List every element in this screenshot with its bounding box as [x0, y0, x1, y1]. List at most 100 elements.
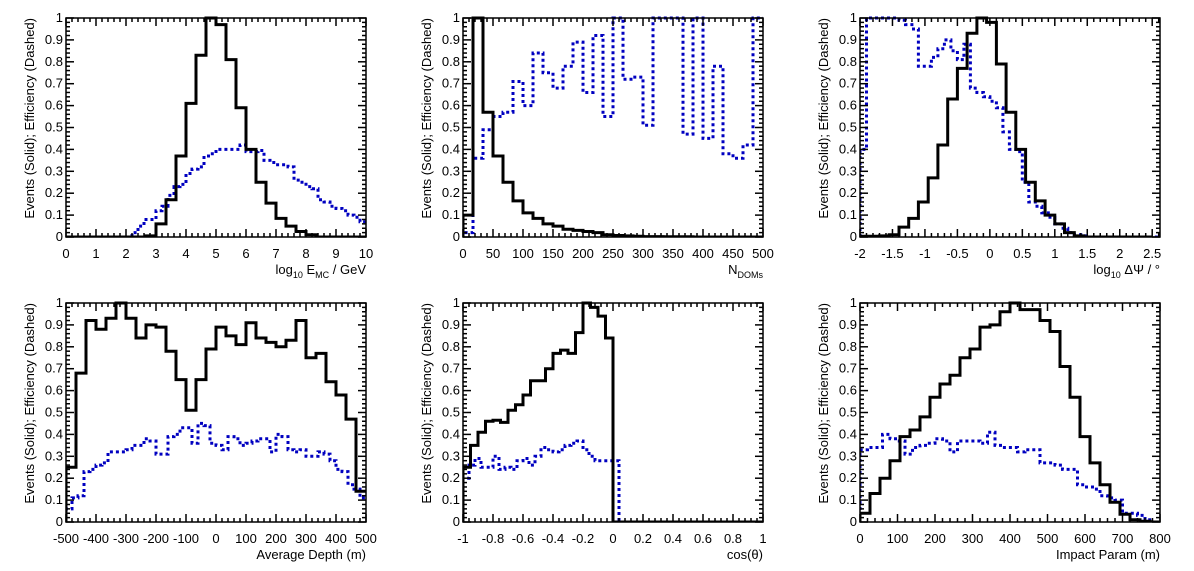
x-tick-label: 50: [486, 246, 500, 261]
x-tick-label: 0: [856, 531, 863, 546]
x-tick-label: 0: [212, 531, 219, 546]
x-axis-title: NDOMs: [728, 262, 763, 280]
x-tick-label: 5: [212, 246, 219, 261]
efficiency-dashed-histogram-line: [860, 16, 1159, 237]
x-axis-title-part: ΔΨ / °: [1121, 262, 1160, 277]
x-tick-label: 7: [272, 246, 279, 261]
y-tick-label: 0: [56, 229, 63, 244]
panel-3: 0 0.1 0.2 0.3 0.4 0.5 0.6 0.7 0.8 0.9 1 -2 -1.5 -1 -0.…: [816, 10, 1161, 280]
x-axis-title-subscript: 10: [293, 270, 303, 280]
x-tick-label: 0.8: [724, 531, 742, 546]
efficiency-dashed-series: [463, 439, 763, 522]
y-tick-label: 1: [850, 295, 857, 310]
x-axis-title-part: N: [728, 262, 737, 277]
x-tick-label: -100: [173, 531, 199, 546]
y-tick-label: 0.7: [442, 76, 460, 91]
y-tick-label: 0.6: [839, 98, 857, 113]
panel-2: 0 0.1 0.2 0.3 0.4 0.5 0.6 0.7 0.8 0.9 1 0 50 100 150 20…: [419, 10, 774, 280]
y-tick-label: 0.5: [442, 120, 460, 135]
y-tick-label: 0.5: [442, 405, 460, 420]
x-tick-label: 400: [325, 531, 347, 546]
efficiency-dashed-series: [66, 143, 366, 237]
y-tick-label: 0.1: [839, 492, 857, 507]
x-tick-label: 8: [302, 246, 309, 261]
y-tick-label: 0.2: [839, 470, 857, 485]
y-tick-label: 0.3: [839, 163, 857, 178]
y-tick-label: 0.3: [45, 448, 63, 463]
y-tick-label: 0.9: [45, 32, 63, 47]
y-tick-label: 0.9: [839, 317, 857, 332]
x-axis-title-part: Impact Param (m): [1056, 547, 1160, 562]
efficiency-dashed-series: [66, 421, 366, 522]
events-solid-histogram-line: [463, 301, 763, 522]
y-tick-label: 1: [850, 10, 857, 25]
y-tick-label: 0.7: [45, 361, 63, 376]
y-tick-label: 0.2: [45, 470, 63, 485]
events-solid-series: [66, 16, 366, 237]
x-tick-label: 4: [182, 246, 189, 261]
x-tick-label: 0: [459, 246, 466, 261]
panel-4: 0 0.1 0.2 0.3 0.4 0.5 0.6 0.7 0.8 0.9 1 -500 -400 -30…: [22, 295, 377, 562]
panel-5: 00.10.20.30.40.50.60.70.80.91-1 -0.8 -0.6-…: [419, 295, 767, 562]
x-tick-label: 300: [295, 531, 317, 546]
x-tick-label: 200: [265, 531, 287, 546]
y-tick-label: 0.2: [45, 185, 63, 200]
y-tick-label: 0.8: [45, 54, 63, 69]
y-axis-title: Events (Solid); Efficiency (Dashed): [419, 18, 434, 219]
y-tick-label: 1: [56, 295, 63, 310]
y-tick-label: 0.7: [442, 361, 460, 376]
x-tick-label: 1.5: [1078, 246, 1096, 261]
y-tick-label: 0.7: [45, 76, 63, 91]
plot-frame: [859, 302, 1161, 523]
x-tick-label: 0.5: [1013, 246, 1031, 261]
y-tick-label: 0.8: [442, 339, 460, 354]
x-tick-label: 2: [122, 246, 129, 261]
x-tick-label: 800: [1149, 531, 1171, 546]
x-axis-title: log10 EMC / GeV: [275, 262, 366, 280]
x-axis-title-subscript: DOMs: [738, 270, 764, 280]
y-tick-label: 0.1: [45, 207, 63, 222]
y-axis-title: Events (Solid); Efficiency (Dashed): [419, 303, 434, 504]
x-tick-label: -400: [83, 531, 109, 546]
y-tick-label: 0.8: [839, 54, 857, 69]
efficiency-dashed-histogram-line: [66, 421, 366, 522]
x-tick-label: -500: [53, 531, 79, 546]
y-tick-label: 0.5: [45, 405, 63, 420]
x-axis-title: Impact Param (m): [1056, 547, 1160, 562]
events-solid-series: [463, 301, 763, 522]
x-tick-label: 0: [986, 246, 993, 261]
x-tick-label: -1: [919, 246, 931, 261]
y-tick-label: 1: [453, 295, 460, 310]
x-tick-label: 450: [722, 246, 744, 261]
y-axis-title: Events (Solid); Efficiency (Dashed): [22, 303, 37, 504]
x-tick-label: 1: [1051, 246, 1058, 261]
x-tick-label: 300: [962, 531, 984, 546]
y-tick-label: 0.1: [839, 207, 857, 222]
plot-frame: [859, 17, 1161, 238]
y-tick-label: 0.6: [45, 98, 63, 113]
events-solid-histogram-line: [463, 16, 763, 237]
x-tick-label: 3: [152, 246, 159, 261]
x-tick-label: 9: [332, 246, 339, 261]
y-tick-label: 0.4: [45, 426, 63, 441]
x-tick-label: 600: [1074, 531, 1096, 546]
y-tick-label: 0.1: [442, 492, 460, 507]
y-tick-label: 0.6: [442, 98, 460, 113]
x-axis-title-part: Average Depth (m): [256, 547, 366, 562]
x-tick-label: 500: [752, 246, 774, 261]
efficiency-dashed-histogram-line: [860, 430, 1160, 522]
x-tick-label: 0.2: [634, 531, 652, 546]
y-tick-label: 0.5: [839, 405, 857, 420]
x-tick-label: 500: [355, 531, 377, 546]
y-tick-label: 0.1: [45, 492, 63, 507]
y-tick-label: 0: [850, 514, 857, 529]
y-tick-label: 0.6: [442, 383, 460, 398]
events-solid-histogram-line: [860, 16, 1153, 237]
y-tick-label: 0.4: [442, 141, 460, 156]
y-tick-label: 0.8: [45, 339, 63, 354]
x-axis-title-part: E: [303, 262, 316, 277]
y-tick-label: 1: [56, 10, 63, 25]
x-tick-label: -200: [143, 531, 169, 546]
x-tick-label: -0.5: [946, 246, 968, 261]
